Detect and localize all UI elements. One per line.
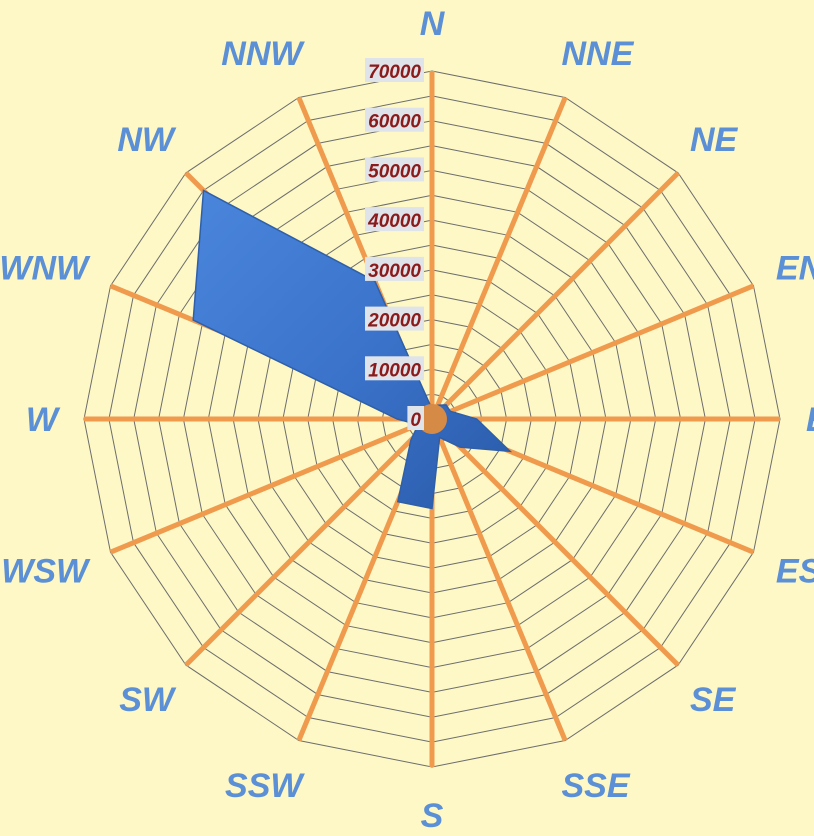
tick-label-bg <box>365 58 424 82</box>
tick-label-bg <box>365 107 424 132</box>
tick-label-50000: 50000 <box>368 161 421 182</box>
tick-label-60000: 60000 <box>368 112 421 133</box>
direction-label-sw: SW <box>119 681 177 719</box>
center-hub <box>417 404 447 434</box>
direction-label-sse: SSE <box>562 767 631 805</box>
direction-label-e: E <box>806 401 814 439</box>
direction-label-nne: NNE <box>562 35 635 73</box>
spoke-nne <box>429 96 568 420</box>
hub-dot <box>417 404 447 434</box>
tick-label-40000: 40000 <box>367 211 421 232</box>
tick-label-bg <box>365 157 424 182</box>
tick-label-70000: 70000 <box>368 62 421 83</box>
spoke-ne <box>430 171 680 421</box>
direction-labels: N NNE NE ENE E ESE SE SSE S SSW SW WSW W WNW NW NNW <box>0 5 814 835</box>
direction-label-nnw: NNW <box>221 35 305 73</box>
tick-label-bg <box>365 207 424 232</box>
spoke-wsw <box>109 416 433 555</box>
direction-label-wnw: WNW <box>0 250 91 288</box>
spoke-sw <box>184 417 434 667</box>
direction-label-ese: ESE <box>776 553 814 591</box>
tick-label-20000: 20000 <box>367 311 421 332</box>
tick-label-bg <box>365 306 424 331</box>
direction-label-ssw: SSW <box>225 767 305 805</box>
tick-label-10000: 10000 <box>368 360 421 381</box>
spoke-se <box>430 417 680 667</box>
direction-label-w: W <box>26 401 61 439</box>
direction-label-s: S <box>421 797 444 835</box>
tick-label-30000: 30000 <box>368 261 421 282</box>
direction-label-ene: ENE <box>776 250 814 288</box>
tick-label-bg <box>365 256 424 281</box>
direction-label-wsw: WSW <box>1 553 91 591</box>
direction-label-se: SE <box>690 681 737 719</box>
direction-label-nw: NW <box>117 121 177 159</box>
radial-tick-labels: 0 10000 20000 30000 40000 50000 60000 70000 <box>365 58 424 431</box>
direction-label-n: N <box>420 5 446 43</box>
tick-label-bg <box>365 356 424 381</box>
tick-label-0: 0 <box>410 410 421 431</box>
tick-label-bg <box>407 406 424 430</box>
spoke-ene <box>431 283 755 422</box>
spoke-sse <box>429 418 568 742</box>
direction-label-ne: NE <box>690 121 739 159</box>
